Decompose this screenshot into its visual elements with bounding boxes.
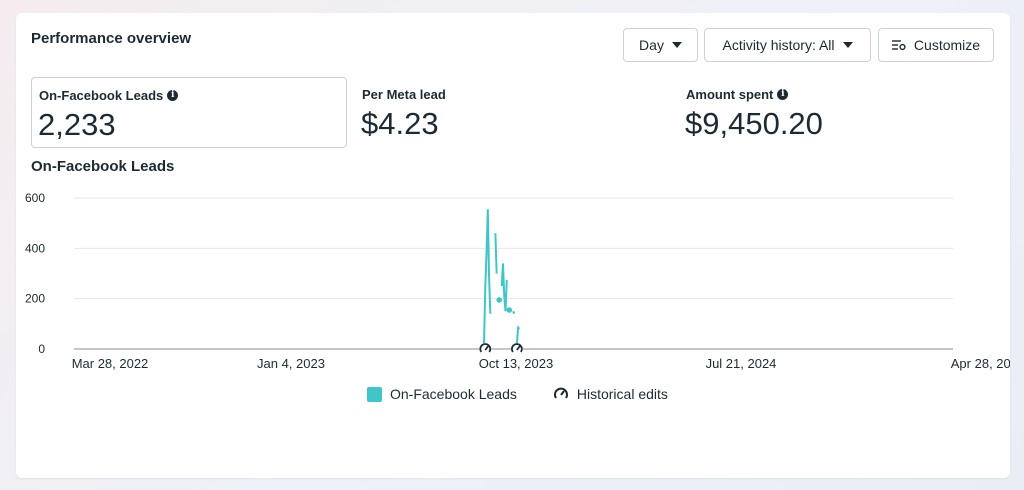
metric-label: Amount spent i [686, 87, 789, 102]
metric-value: 2,233 [38, 107, 116, 142]
series-line [512, 310, 516, 315]
page-title: Performance overview [31, 30, 192, 47]
y-tick-label: 200 [25, 292, 45, 306]
chevron-down-icon [671, 42, 682, 48]
day-dropdown[interactable]: Day [623, 28, 698, 62]
chevron-down-icon [842, 42, 853, 48]
series-line [515, 325, 521, 345]
metric-value: $4.23 [361, 106, 439, 141]
historical-edit-icon[interactable] [479, 343, 492, 355]
x-tick-label: Jan 4, 2023 [257, 356, 325, 371]
y-tick-label: 600 [25, 191, 45, 205]
data-point [506, 307, 513, 313]
y-tick-label: 0 [38, 342, 45, 356]
data-point [496, 297, 502, 303]
legend-item-edits[interactable]: Historical edits [553, 386, 668, 402]
metric-amount-spent[interactable]: Amount spent i $9,450.20 [679, 77, 979, 148]
metric-label-text: Amount spent [686, 87, 774, 102]
activity-history-dropdown[interactable]: Activity history: All [704, 28, 871, 62]
legend-label-edits: Historical edits [576, 386, 668, 402]
metric-per-meta-lead[interactable]: Per Meta lead $4.23 [355, 77, 655, 148]
metric-label-text: Per Meta lead [362, 87, 446, 102]
legend-swatch [367, 386, 382, 402]
customize-icon [891, 40, 906, 51]
x-tick-label: Apr 28, 2025 [951, 356, 1010, 371]
metric-label: Per Meta lead [362, 87, 446, 102]
leads-chart: 0 200 400 600 Mar 28, 2022 Jan 4, 2023 Oct 13,… [25, 191, 1010, 371]
metric-label: On-Facebook Leads i [39, 88, 179, 103]
series-line [494, 233, 498, 274]
series-line [500, 263, 508, 312]
chart-legend: On-Facebook Leads Historical edits [367, 386, 696, 402]
legend-item-leads[interactable]: On-Facebook Leads [367, 386, 517, 402]
performance-overview-card: Performance overview Day Activity histor… [16, 13, 1010, 478]
day-dropdown-label: Day [639, 37, 664, 53]
x-tick-label: Oct 13, 2023 [479, 356, 553, 371]
historical-edit-icon[interactable] [510, 343, 523, 355]
historical-edits-icon [553, 387, 568, 399]
info-icon[interactable]: i [167, 90, 179, 101]
y-tick-label: 400 [25, 241, 45, 255]
legend-label-leads: On-Facebook Leads [390, 386, 517, 402]
x-tick-label: Jul 21, 2024 [706, 356, 777, 371]
series-line [483, 209, 492, 344]
metric-value: $9,450.20 [685, 106, 823, 141]
customize-button[interactable]: Customize [878, 28, 994, 62]
x-tick-label: Mar 28, 2022 [72, 356, 149, 371]
customize-label: Customize [913, 37, 981, 53]
metric-on-facebook-leads[interactable]: On-Facebook Leads i 2,233 [31, 77, 347, 148]
metric-label-text: On-Facebook Leads [39, 88, 164, 103]
chart-title: On-Facebook Leads [31, 158, 175, 175]
info-icon[interactable]: i [777, 89, 789, 100]
activity-history-label: Activity history: All [722, 37, 835, 53]
